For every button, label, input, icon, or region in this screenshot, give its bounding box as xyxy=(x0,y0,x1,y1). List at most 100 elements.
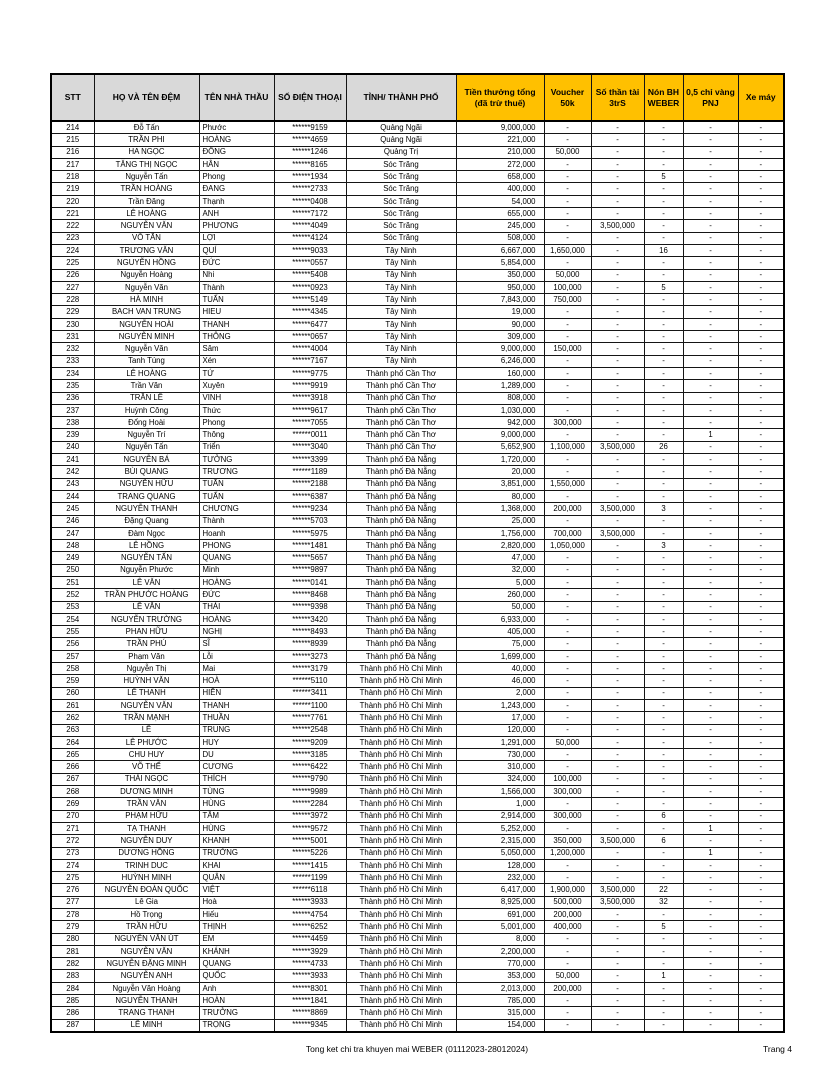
non_bh_weber-cell: - xyxy=(643,477,684,491)
non_bh_weber-cell: - xyxy=(643,551,684,565)
ten_nha_thau-cell: KHÁNH xyxy=(198,944,275,959)
xe_may-cell: - xyxy=(737,366,785,381)
voucher_50k-cell: - xyxy=(543,932,592,946)
ten_nha_thau-cell: Mai xyxy=(198,662,275,676)
voucher_50k-cell: - xyxy=(543,403,592,418)
non_bh_weber-cell: - xyxy=(643,871,684,885)
ho_va_ten_dem-cell: NGUYỄN TRƯỜNG xyxy=(93,612,200,627)
tinh_thanh_pho-cell: Tây Ninh xyxy=(345,256,457,270)
ho_va_ten_dem-cell: BACH VAN TRUNG xyxy=(93,305,200,319)
column-header-tien_thuong_tong: Tiền thưởng tổng (đã trừ thuế) xyxy=(455,73,545,122)
table-row: 266 VÕ THẾ CƯƠNG ******6422 Thành phố Hồ Chí… xyxy=(50,760,785,774)
stt-cell: 252 xyxy=(50,588,95,602)
table-row: 287 LÊ MINH TRỌNG ******9345 Thành phố Hồ Ch… xyxy=(50,1018,785,1033)
so_dien_thoai-cell: ******3411 xyxy=(273,686,347,700)
xe_may-cell: - xyxy=(737,600,785,614)
table-row: 242 BÙI QUANG TRƯƠNG ******1189 Thành phố Đà… xyxy=(50,465,785,479)
non_bh_weber-cell: - xyxy=(643,698,684,713)
xe_may-cell: - xyxy=(737,1006,785,1020)
non_bh_weber-cell: - xyxy=(643,600,684,614)
ten_nha_thau-cell: TUẤN xyxy=(198,477,275,491)
tien_thuong_tong-cell: 2,013,000 xyxy=(455,981,545,996)
voucher_50k-cell: 1,200,000 xyxy=(543,846,592,860)
tinh_thanh_pho-cell: Thành phố Cần Thơ xyxy=(345,379,457,393)
xe_may-cell: - xyxy=(737,293,785,307)
so_than_tai_3trs-cell: - xyxy=(590,305,645,319)
so_than_tai_3trs-cell: - xyxy=(590,403,645,418)
tien_thuong_tong-cell: 40,000 xyxy=(455,662,545,676)
tinh_thanh_pho-cell: Tây Ninh xyxy=(345,268,457,282)
tinh_thanh_pho-cell: Thành phố Hồ Chí Minh xyxy=(345,723,457,737)
so_than_tai_3trs-cell: - xyxy=(590,600,645,614)
table-row: 244 TRANG QUANG TUẤN ******6387 Thành phố Đà… xyxy=(50,489,785,504)
ten_nha_thau-cell: Phong xyxy=(198,170,275,184)
non_bh_weber-cell: - xyxy=(643,858,684,873)
tinh_thanh_pho-cell: Thành phố Đà Nẵng xyxy=(345,539,457,553)
so_dien_thoai-cell: ******5975 xyxy=(273,526,347,541)
table-row: 281 NGUYỄN VĂN KHÁNH ******3929 Thành phố Hồ… xyxy=(50,944,785,959)
so_than_tai_3trs-cell: - xyxy=(590,391,645,405)
ho_va_ten_dem-cell: Tanh Túng xyxy=(93,354,200,368)
tinh_thanh_pho-cell: Thành phố Hồ Chí Minh xyxy=(345,711,457,725)
table-row: 234 LÊ HOÀNG TỨ ******9775 Thành phố Cần Thơ… xyxy=(50,366,785,381)
table-row: 248 LÊ HỒNG PHONG ******1481 Thành phố Đà Nẵ… xyxy=(50,539,785,553)
non_bh_weber-cell: - xyxy=(643,182,684,196)
non_bh_weber-cell: - xyxy=(643,674,684,688)
xe_may-cell: - xyxy=(737,797,785,811)
tien_thuong_tong-cell: 1,243,000 xyxy=(455,698,545,713)
ho_va_ten_dem-cell: Nguyễn Văn xyxy=(93,342,200,356)
table-row: 230 NGUYỄN HOÀI THANH ******6477 Tây Ninh 90,… xyxy=(50,317,785,332)
vang_pnj-cell: - xyxy=(682,489,739,504)
ten_nha_thau-cell: TRUNG xyxy=(198,723,275,737)
xe_may-cell: - xyxy=(737,526,785,541)
non_bh_weber-cell: - xyxy=(643,428,684,442)
so_dien_thoai-cell: ******8493 xyxy=(273,625,347,639)
xe_may-cell: - xyxy=(737,834,785,848)
tien_thuong_tong-cell: 20,000 xyxy=(455,465,545,479)
page-footer: Tong ket chi tra khuyen mai WEBER (01112… xyxy=(0,1044,834,1058)
xe_may-cell: - xyxy=(737,1018,785,1033)
vang_pnj-cell: - xyxy=(682,785,739,799)
non_bh_weber-cell: 26 xyxy=(643,440,684,455)
so_dien_thoai-cell: ******3420 xyxy=(273,612,347,627)
ho_va_ten_dem-cell: NGUYỄN HỒNG xyxy=(93,256,200,270)
ho_va_ten_dem-cell: NGUYỄN HỮU xyxy=(93,477,200,491)
voucher_50k-cell: 150,000 xyxy=(543,342,592,356)
tinh_thanh_pho-cell: Thành phố Hồ Chí Minh xyxy=(345,748,457,762)
ten_nha_thau-cell: HÙNG xyxy=(198,797,275,811)
ten_nha_thau-cell: HOÀNG xyxy=(198,133,275,147)
tinh_thanh_pho-cell: Thành phố Đà Nẵng xyxy=(345,600,457,614)
tinh_thanh_pho-cell: Thành phố Hồ Chí Minh xyxy=(345,797,457,811)
tien_thuong_tong-cell: 353,000 xyxy=(455,969,545,983)
tinh_thanh_pho-cell: Thành phố Đà Nẵng xyxy=(345,563,457,577)
ho_va_ten_dem-cell: Đổng Hoài xyxy=(93,416,200,430)
voucher_50k-cell: - xyxy=(543,391,592,405)
stt-cell: 287 xyxy=(50,1018,95,1033)
vang_pnj-cell: - xyxy=(682,760,739,774)
stt-cell: 257 xyxy=(50,649,95,664)
ten_nha_thau-cell: Xén xyxy=(198,354,275,368)
so_than_tai_3trs-cell: - xyxy=(590,748,645,762)
tien_thuong_tong-cell: 19,000 xyxy=(455,305,545,319)
non_bh_weber-cell: - xyxy=(643,231,684,245)
tien_thuong_tong-cell: 5,252,000 xyxy=(455,821,545,836)
so_dien_thoai-cell: ******9345 xyxy=(273,1018,347,1033)
tinh_thanh_pho-cell: Thành phố Đà Nẵng xyxy=(345,637,457,651)
tinh_thanh_pho-cell: Tây Ninh xyxy=(345,305,457,319)
stt-cell: 284 xyxy=(50,981,95,996)
vang_pnj-cell: - xyxy=(682,551,739,565)
xe_may-cell: - xyxy=(737,157,785,172)
ho_va_ten_dem-cell: Huỳnh Công xyxy=(93,403,200,418)
so_than_tai_3trs-cell: - xyxy=(590,858,645,873)
table-row: 240 Nguyễn Tấn Triển ******3040 Thành phố Cầ… xyxy=(50,440,785,455)
vang_pnj-cell: - xyxy=(682,981,739,996)
voucher_50k-cell: - xyxy=(543,157,592,172)
so_than_tai_3trs-cell: - xyxy=(590,207,645,221)
ho_va_ten_dem-cell: TRẦN PHƯỚC HOÀNG xyxy=(93,588,200,602)
voucher_50k-cell: - xyxy=(543,453,592,467)
stt-cell: 235 xyxy=(50,379,95,393)
voucher_50k-cell: 350,000 xyxy=(543,834,592,848)
so_than_tai_3trs-cell: - xyxy=(590,772,645,787)
vang_pnj-cell: - xyxy=(682,170,739,184)
voucher_50k-cell: 700,000 xyxy=(543,526,592,541)
